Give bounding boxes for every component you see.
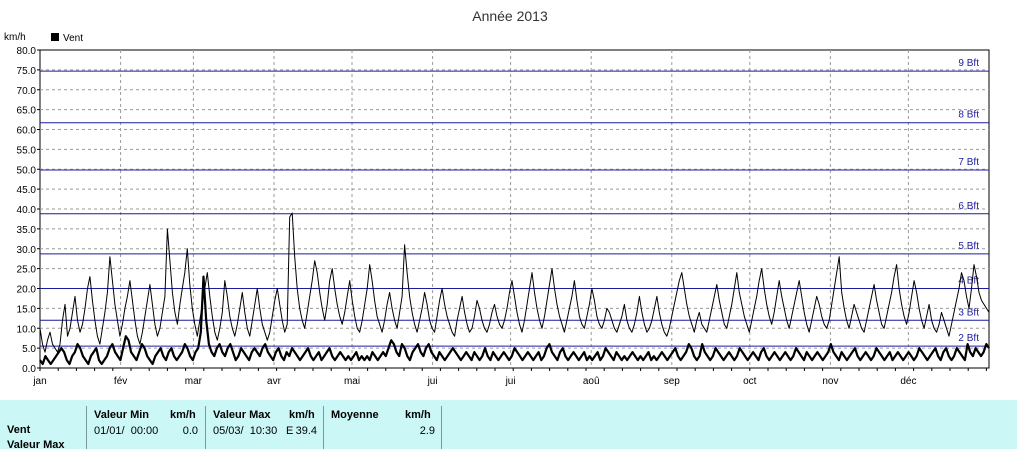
y-tick-label: 75.0 bbox=[17, 66, 37, 77]
x-tick-label: sep bbox=[664, 376, 681, 387]
y-tick-label: 30.0 bbox=[17, 245, 37, 256]
beaufort-label: 7 Bft bbox=[958, 157, 979, 168]
y-tick-label: 25.0 bbox=[17, 265, 37, 276]
max-value: 39.4 bbox=[295, 425, 317, 437]
beaufort-label: 3 Bft bbox=[958, 307, 979, 318]
beaufort-label: 9 Bft bbox=[958, 58, 979, 69]
x-tick-label: jan bbox=[32, 376, 46, 387]
avg-header: Moyenne bbox=[331, 409, 379, 421]
y-tick-label: 40.0 bbox=[17, 205, 37, 216]
y-tick-label: 15.0 bbox=[17, 304, 37, 315]
beaufort-label: 8 Bft bbox=[958, 110, 979, 121]
x-tick-label: avr bbox=[267, 376, 282, 387]
beaufort-label: 5 Bft bbox=[958, 241, 979, 252]
y-tick-label: 20.0 bbox=[17, 285, 37, 296]
max-direction: E bbox=[286, 425, 294, 437]
x-axis: jan fév mar avr mai jui jui aoû sep oct nov déc bbox=[32, 368, 987, 387]
min-date: 01/01/ 00:00 bbox=[94, 425, 159, 437]
y-tick-label: 0.0 bbox=[22, 364, 36, 375]
x-tick-label: fév bbox=[114, 376, 127, 387]
max-header: Valeur Max bbox=[213, 409, 271, 421]
y-tick-label: 60.0 bbox=[17, 126, 37, 137]
summary-separator bbox=[441, 406, 442, 449]
x-tick-label: mar bbox=[185, 376, 203, 387]
min-unit: km/h bbox=[170, 409, 196, 421]
x-tick-label: oct bbox=[743, 376, 757, 387]
y-tick-label: 65.0 bbox=[17, 106, 37, 117]
beaufort-label: 4 Bft bbox=[958, 276, 979, 287]
summary-row-label: Vent bbox=[7, 424, 31, 436]
summary-separator bbox=[86, 406, 87, 449]
summary-panel: Vent Valeur Max Valeur Min km/h 01/01/ 0… bbox=[0, 400, 1017, 451]
x-tick-label: déc bbox=[900, 376, 916, 387]
y-axis: 0.0 5.0 10.0 15.0 20.0 25.0 30.0 35.0 40.0 45.0 50… bbox=[17, 46, 40, 375]
y-tick-label: 80.0 bbox=[17, 46, 37, 57]
max-unit: km/h bbox=[289, 409, 315, 421]
avg-value: 2.9 bbox=[419, 425, 435, 437]
y-tick-label: 35.0 bbox=[17, 225, 37, 236]
series-line-wind bbox=[39, 275, 990, 366]
x-tick-label: jui bbox=[427, 376, 438, 387]
avg-unit: km/h bbox=[405, 409, 431, 421]
series-lines bbox=[39, 212, 990, 366]
y-axis-label: km/h bbox=[4, 32, 26, 43]
series-line-gust bbox=[39, 212, 990, 353]
min-value: 0.0 bbox=[182, 425, 198, 437]
beaufort-label: 2 Bft bbox=[958, 333, 979, 344]
y-tick-label: 55.0 bbox=[17, 145, 37, 156]
summary-separator bbox=[205, 406, 206, 449]
summary-row-label-2: Valeur Max bbox=[7, 439, 65, 451]
y-tick-label: 10.0 bbox=[17, 324, 37, 335]
max-date: 05/03/ 10:30 bbox=[213, 425, 278, 437]
beaufort-label: 6 Bft bbox=[958, 201, 979, 212]
legend-swatch bbox=[51, 33, 59, 41]
chart-title: Année 2013 bbox=[472, 8, 548, 24]
x-tick-label: jui bbox=[505, 376, 516, 387]
y-tick-label: 70.0 bbox=[17, 86, 37, 97]
x-tick-label: nov bbox=[822, 376, 838, 387]
y-tick-label: 45.0 bbox=[17, 185, 37, 196]
legend-label: Vent bbox=[63, 33, 83, 44]
min-header: Valeur Min bbox=[94, 409, 150, 421]
summary-separator bbox=[323, 406, 324, 449]
y-tick-label: 5.0 bbox=[22, 344, 36, 355]
wind-chart: 2 Bft 3 Bft 4 Bft 5 Bft 6 Bft 7 Bft 8 Bft 9 Bft… bbox=[4, 8, 990, 387]
x-tick-label: aoû bbox=[583, 376, 600, 387]
y-tick-label: 50.0 bbox=[17, 165, 37, 176]
x-tick-label: mai bbox=[344, 376, 360, 387]
